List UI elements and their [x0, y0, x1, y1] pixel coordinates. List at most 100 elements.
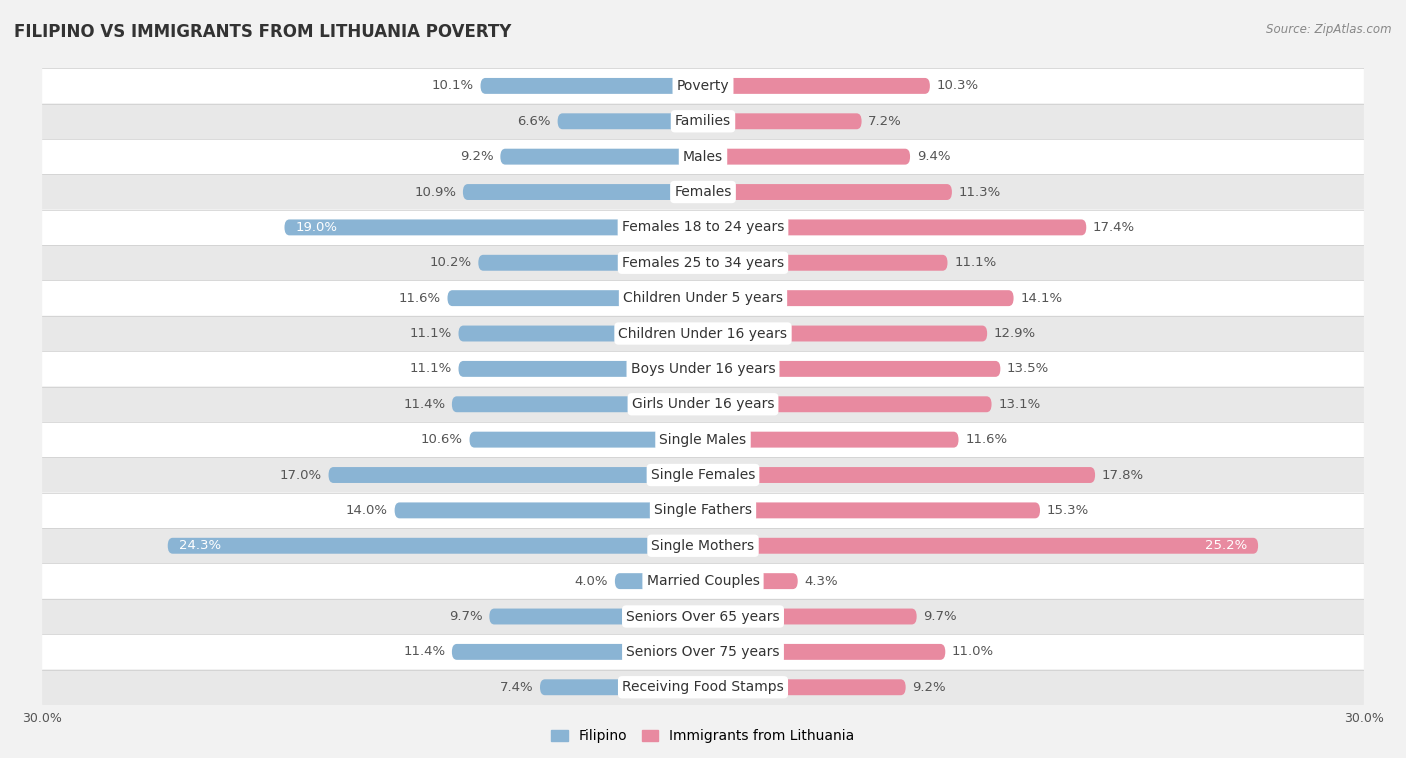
Text: Girls Under 16 years: Girls Under 16 years	[631, 397, 775, 412]
Text: FILIPINO VS IMMIGRANTS FROM LITHUANIA POVERTY: FILIPINO VS IMMIGRANTS FROM LITHUANIA PO…	[14, 23, 512, 41]
Text: 17.8%: 17.8%	[1102, 468, 1144, 481]
FancyBboxPatch shape	[42, 669, 1364, 705]
Text: Males: Males	[683, 149, 723, 164]
Text: 10.1%: 10.1%	[432, 80, 474, 92]
FancyBboxPatch shape	[42, 563, 1364, 599]
Text: 9.7%: 9.7%	[924, 610, 957, 623]
Text: Families: Families	[675, 114, 731, 128]
Text: 11.6%: 11.6%	[399, 292, 441, 305]
FancyBboxPatch shape	[395, 503, 703, 518]
Text: Seniors Over 65 years: Seniors Over 65 years	[626, 609, 780, 624]
FancyBboxPatch shape	[614, 573, 703, 589]
FancyBboxPatch shape	[284, 220, 703, 236]
FancyBboxPatch shape	[703, 255, 948, 271]
Text: 11.4%: 11.4%	[404, 398, 446, 411]
FancyBboxPatch shape	[703, 78, 929, 94]
FancyBboxPatch shape	[42, 599, 1364, 634]
Text: Single Fathers: Single Fathers	[654, 503, 752, 518]
Text: 11.1%: 11.1%	[955, 256, 997, 269]
Text: 11.1%: 11.1%	[409, 362, 451, 375]
FancyBboxPatch shape	[703, 609, 917, 625]
Text: Single Females: Single Females	[651, 468, 755, 482]
Text: Females 25 to 34 years: Females 25 to 34 years	[621, 255, 785, 270]
Text: 13.1%: 13.1%	[998, 398, 1040, 411]
FancyBboxPatch shape	[703, 679, 905, 695]
Text: Seniors Over 75 years: Seniors Over 75 years	[626, 645, 780, 659]
Text: 10.3%: 10.3%	[936, 80, 979, 92]
Text: 11.0%: 11.0%	[952, 645, 994, 659]
FancyBboxPatch shape	[458, 361, 703, 377]
Text: 10.6%: 10.6%	[420, 433, 463, 446]
Text: Females: Females	[675, 185, 731, 199]
FancyBboxPatch shape	[703, 326, 987, 342]
FancyBboxPatch shape	[42, 457, 1364, 493]
FancyBboxPatch shape	[42, 104, 1364, 139]
Text: 4.0%: 4.0%	[575, 575, 609, 587]
FancyBboxPatch shape	[703, 361, 1001, 377]
FancyBboxPatch shape	[42, 422, 1364, 457]
Text: Children Under 16 years: Children Under 16 years	[619, 327, 787, 340]
Text: 14.0%: 14.0%	[346, 504, 388, 517]
FancyBboxPatch shape	[451, 396, 703, 412]
Text: 4.3%: 4.3%	[804, 575, 838, 587]
Text: 7.2%: 7.2%	[868, 114, 903, 128]
Text: 9.4%: 9.4%	[917, 150, 950, 163]
Text: 24.3%: 24.3%	[179, 539, 221, 553]
Text: 12.9%: 12.9%	[994, 327, 1036, 340]
FancyBboxPatch shape	[703, 467, 1095, 483]
Text: 10.2%: 10.2%	[430, 256, 471, 269]
Text: Source: ZipAtlas.com: Source: ZipAtlas.com	[1267, 23, 1392, 36]
Text: 9.2%: 9.2%	[912, 681, 946, 694]
Text: 17.4%: 17.4%	[1092, 221, 1135, 234]
FancyBboxPatch shape	[42, 68, 1364, 104]
FancyBboxPatch shape	[540, 679, 703, 695]
FancyBboxPatch shape	[463, 184, 703, 200]
Text: 17.0%: 17.0%	[280, 468, 322, 481]
Text: 19.0%: 19.0%	[295, 221, 337, 234]
FancyBboxPatch shape	[42, 139, 1364, 174]
FancyBboxPatch shape	[703, 149, 910, 164]
FancyBboxPatch shape	[703, 184, 952, 200]
FancyBboxPatch shape	[458, 326, 703, 342]
FancyBboxPatch shape	[42, 528, 1364, 563]
Text: 6.6%: 6.6%	[517, 114, 551, 128]
Text: 11.6%: 11.6%	[965, 433, 1007, 446]
FancyBboxPatch shape	[703, 573, 797, 589]
FancyBboxPatch shape	[478, 255, 703, 271]
Text: 14.1%: 14.1%	[1021, 292, 1063, 305]
FancyBboxPatch shape	[703, 290, 1014, 306]
Text: Single Mothers: Single Mothers	[651, 539, 755, 553]
FancyBboxPatch shape	[703, 538, 1258, 554]
FancyBboxPatch shape	[481, 78, 703, 94]
Text: Married Couples: Married Couples	[647, 574, 759, 588]
FancyBboxPatch shape	[501, 149, 703, 164]
FancyBboxPatch shape	[703, 432, 959, 448]
Text: 13.5%: 13.5%	[1007, 362, 1049, 375]
FancyBboxPatch shape	[558, 114, 703, 130]
Text: Boys Under 16 years: Boys Under 16 years	[631, 362, 775, 376]
FancyBboxPatch shape	[703, 396, 991, 412]
FancyBboxPatch shape	[167, 538, 703, 554]
Text: Poverty: Poverty	[676, 79, 730, 93]
FancyBboxPatch shape	[42, 280, 1364, 316]
Text: Children Under 5 years: Children Under 5 years	[623, 291, 783, 305]
Text: 25.2%: 25.2%	[1205, 539, 1247, 553]
Text: Single Males: Single Males	[659, 433, 747, 446]
Text: 9.7%: 9.7%	[449, 610, 482, 623]
FancyBboxPatch shape	[703, 114, 862, 130]
FancyBboxPatch shape	[42, 351, 1364, 387]
FancyBboxPatch shape	[42, 316, 1364, 351]
Legend: Filipino, Immigrants from Lithuania: Filipino, Immigrants from Lithuania	[546, 724, 860, 749]
FancyBboxPatch shape	[451, 644, 703, 660]
FancyBboxPatch shape	[42, 634, 1364, 669]
Text: 10.9%: 10.9%	[415, 186, 457, 199]
FancyBboxPatch shape	[703, 503, 1040, 518]
Text: Receiving Food Stamps: Receiving Food Stamps	[621, 680, 785, 694]
Text: 15.3%: 15.3%	[1046, 504, 1088, 517]
Text: 7.4%: 7.4%	[499, 681, 533, 694]
FancyBboxPatch shape	[42, 174, 1364, 210]
FancyBboxPatch shape	[703, 644, 945, 660]
FancyBboxPatch shape	[42, 493, 1364, 528]
FancyBboxPatch shape	[470, 432, 703, 448]
Text: Females 18 to 24 years: Females 18 to 24 years	[621, 221, 785, 234]
